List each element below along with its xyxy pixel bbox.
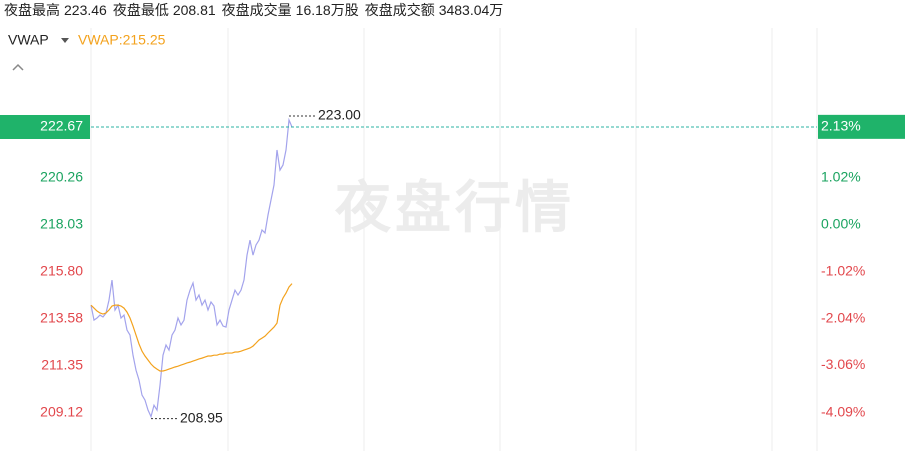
stat-value: 3483.04万	[439, 2, 504, 18]
indicator-select[interactable]: VWAP	[8, 32, 49, 48]
y-tick-label: 215.80	[40, 263, 83, 279]
stat-value: 223.46	[64, 2, 107, 18]
y-tick-label: 213.58	[40, 310, 83, 326]
y-tick-label: 218.03	[40, 216, 83, 232]
stat-value: 16.18万股	[296, 2, 359, 18]
last-price-box	[0, 114, 90, 139]
y2-tick-label: -1.02%	[821, 262, 865, 278]
y-tick-label: 209.12	[40, 404, 83, 420]
legend-entry: VWAP:215.25	[78, 32, 166, 48]
collapse-icon[interactable]	[12, 63, 24, 71]
stat-label: 夜盘最高	[4, 2, 60, 18]
series-line	[90, 283, 293, 372]
y2-tick-label: -2.04%	[821, 309, 865, 325]
last-pct-label: 2.13%	[821, 118, 861, 134]
last-price-label: 222.67	[40, 118, 83, 134]
v-grid	[90, 28, 818, 451]
y-tick-label: 211.35	[41, 357, 83, 373]
y-tick-label: 220.26	[40, 169, 83, 185]
header: 夜盘最高 223.46 夜盘最低 208.81 夜盘成交量 16.18万股 夜盘成交额 348…	[4, 2, 503, 18]
stat-label: 夜盘最低	[113, 2, 169, 18]
y2-tick-label: 0.00%	[821, 215, 861, 231]
extreme-label: 208.95	[180, 409, 223, 425]
y2-tick-label: -3.06%	[821, 356, 865, 372]
stat-label: 夜盘成交额	[365, 2, 435, 18]
y2-tick-label: -4.09%	[821, 404, 865, 420]
stat-label: 夜盘成交量	[222, 2, 292, 18]
header-stats: 夜盘最高 223.46 夜盘最低 208.81 夜盘成交量 16.18万股 夜盘成交额 348…	[4, 2, 503, 18]
series-line	[90, 117, 293, 419]
dropdown-arrow[interactable]	[61, 38, 69, 43]
extreme-label: 223.00	[318, 107, 361, 123]
last-pct-box	[818, 114, 905, 139]
watermark: 夜盘行情	[334, 176, 575, 239]
stat-value: 208.81	[173, 2, 216, 18]
y2-tick-label: 1.02%	[821, 169, 861, 185]
